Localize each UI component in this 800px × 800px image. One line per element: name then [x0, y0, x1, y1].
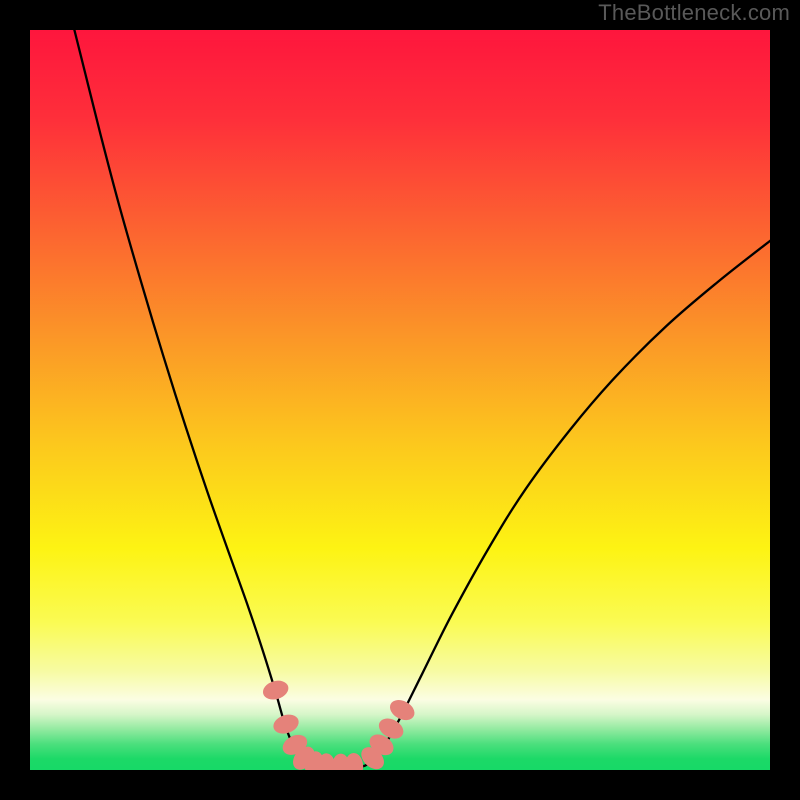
gradient-background — [30, 30, 770, 770]
plot-svg — [30, 30, 770, 770]
chart-container: TheBottleneck.com — [0, 0, 800, 800]
plot-area — [30, 30, 770, 770]
watermark-text: TheBottleneck.com — [598, 0, 790, 26]
